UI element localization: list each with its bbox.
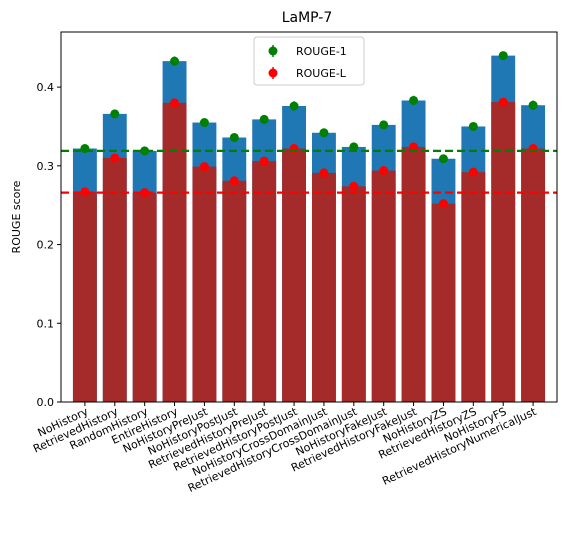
- bar-rouge-l-10: [371, 170, 396, 402]
- point-rouge-l-14: [498, 97, 508, 107]
- bar-rouge-l-1: [102, 157, 127, 402]
- point-rouge-l-12: [438, 199, 448, 209]
- bar-rouge-l-4: [192, 166, 217, 402]
- plot-area: 0.00.10.20.30.4NoHistoryRetrievedHistory…: [31, 31, 558, 495]
- point-rouge-1-11: [409, 95, 419, 105]
- legend-marker-rouge-1: [268, 46, 278, 56]
- bar-rouge-l-0: [72, 191, 97, 402]
- point-rouge-l-0: [80, 187, 90, 197]
- bar-rouge-l-9: [341, 186, 366, 402]
- bar-rouge-l-7: [282, 148, 307, 402]
- bar-rouge-l-14: [491, 102, 516, 402]
- point-rouge-1-6: [259, 114, 269, 124]
- point-rouge-l-3: [170, 98, 180, 108]
- point-rouge-l-5: [229, 176, 239, 186]
- bar-rouge-l-15: [521, 148, 546, 402]
- bar-rouge-l-12: [431, 203, 456, 402]
- point-rouge-1-13: [468, 121, 478, 131]
- bar-rouge-l-8: [311, 172, 336, 402]
- y-axis-label: ROUGE score: [10, 180, 23, 253]
- bar-rouge-l-13: [461, 172, 486, 402]
- bar-rouge-l-3: [162, 102, 187, 402]
- legend-label-rouge-1: ROUGE-1: [296, 45, 347, 58]
- bar-rouge-l-11: [401, 146, 426, 402]
- point-rouge-1-8: [319, 128, 329, 138]
- point-rouge-1-2: [140, 146, 150, 156]
- point-rouge-l-11: [409, 142, 419, 152]
- point-rouge-l-2: [140, 188, 150, 198]
- point-rouge-l-13: [468, 167, 478, 177]
- point-rouge-1-3: [170, 56, 180, 66]
- bar-rouge-l-6: [252, 161, 277, 402]
- y-tick-label-3: 0.3: [37, 160, 55, 173]
- point-rouge-1-9: [349, 142, 359, 152]
- y-tick-label-1: 0.1: [37, 317, 55, 330]
- legend-label-rouge-l: ROUGE-L: [296, 67, 347, 80]
- point-rouge-l-10: [379, 166, 389, 176]
- point-rouge-1-4: [199, 118, 209, 128]
- point-rouge-1-14: [498, 51, 508, 61]
- bar-rouge-l-2: [132, 192, 157, 402]
- legend-marker-rouge-l: [268, 68, 278, 78]
- y-tick-label-4: 0.4: [37, 81, 55, 94]
- point-rouge-l-1: [110, 153, 120, 163]
- point-rouge-l-4: [199, 162, 209, 172]
- y-tick-label-2: 0.2: [37, 239, 55, 252]
- point-rouge-1-1: [110, 109, 120, 119]
- legend: ROUGE-1 ROUGE-L: [253, 36, 365, 86]
- axes-frame: [60, 31, 558, 403]
- y-tick-label-0: 0.0: [37, 396, 55, 409]
- point-rouge-1-5: [229, 132, 239, 142]
- chart-title: LaMP-7: [282, 10, 333, 26]
- point-rouge-l-9: [349, 181, 359, 191]
- point-rouge-1-7: [289, 101, 299, 111]
- point-rouge-1-12: [438, 154, 448, 164]
- point-rouge-l-8: [319, 168, 329, 178]
- point-rouge-1-10: [379, 120, 389, 130]
- bar-rouge-l-5: [222, 180, 247, 402]
- legend-box: [253, 36, 365, 86]
- point-rouge-l-6: [259, 156, 269, 166]
- point-rouge-1-15: [528, 100, 538, 110]
